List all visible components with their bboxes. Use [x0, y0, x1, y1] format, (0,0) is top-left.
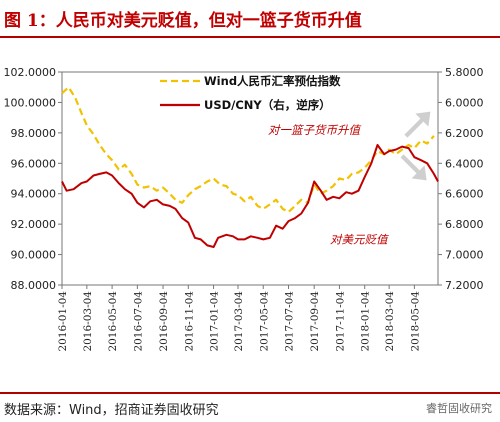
left-axis-tick-label: 98.0000 [11, 127, 57, 140]
x-axis-tick-label: 2018-01-04 [360, 291, 372, 352]
right-axis-tick-label: 6.0000 [445, 96, 484, 109]
x-axis-tick-label: 2016-01-04 [57, 291, 69, 352]
x-axis-tick-label: 2017-03-04 [233, 291, 245, 352]
series-line-usdcny [61, 144, 439, 248]
x-axis-tick-label: 2017-11-04 [334, 291, 346, 352]
left-axis-tick-label: 88.0000 [11, 279, 57, 292]
x-axis-tick-label: 2016-03-04 [82, 291, 94, 352]
figure-title-bar: 图 1：人民币对美元贬值，但对一篮子货币升值 [0, 0, 500, 38]
series-line-wind-index [61, 86, 435, 214]
source-bar: 数据来源：Wind，招商证券固收研究 睿哲固收研究 [0, 392, 500, 422]
right-axis-tick-label: 5.8000 [445, 66, 484, 79]
down-arrow-icon [400, 154, 427, 181]
right-axis-tick-label: 7.0000 [445, 249, 484, 262]
legend-label: Wind人民币汇率预估指数 [204, 74, 341, 88]
right-axis-tick-label: 7.2000 [445, 279, 484, 292]
x-axis-tick-label: 2017-07-04 [284, 291, 296, 352]
figure-title: 图 1：人民币对美元贬值，但对一篮子货币升值 [4, 10, 362, 31]
source-text: 数据来源：Wind，招商证券固收研究 [4, 402, 219, 418]
line-chart: 88.0000 90.0000 92.0000 94.0000 96.0000 98.00… [4, 66, 484, 352]
right-axis-tick-label: 6.8000 [445, 218, 484, 231]
left-axis-tick-label: 94.0000 [11, 188, 57, 201]
x-axis-tick-label: 2016-11-04 [183, 291, 195, 352]
up-arrow-icon [404, 111, 431, 138]
x-axis-tick-label: 2018-05-04 [409, 291, 421, 352]
x-axis-tick-label: 2016-09-04 [158, 291, 170, 352]
legend: Wind人民币汇率预估指数 USD/CNY（右，逆序） [160, 74, 341, 112]
x-axis-tick-label: 2017-01-04 [209, 291, 221, 352]
annotation-usd-depreciation: 对美元贬值 [330, 232, 389, 246]
x-axis-tick-label: 2016-05-04 [107, 291, 119, 352]
plot-frame [61, 71, 439, 286]
axes-layer: 88.0000 90.0000 92.0000 94.0000 96.0000 98.00… [4, 66, 484, 352]
right-axis-tick-label: 6.4000 [445, 157, 484, 170]
left-axis-tick-label: 102.0000 [4, 66, 57, 79]
left-axis-tick-label: 96.0000 [11, 157, 57, 170]
annotation-basket-appreciation: 对一篮子货币升值 [268, 123, 361, 137]
watermark-text: 睿哲固收研究 [426, 402, 492, 415]
right-axis-tick-label: 6.2000 [445, 127, 484, 140]
legend-label: USD/CNY（右，逆序） [204, 98, 331, 112]
left-axis-tick-label: 92.0000 [11, 218, 57, 231]
left-axis-tick-label: 100.0000 [4, 96, 57, 109]
series-layer [61, 86, 439, 248]
x-axis-tick-label: 2017-09-04 [309, 291, 321, 352]
left-axis-tick-label: 90.0000 [11, 249, 57, 262]
right-axis-tick-label: 6.6000 [445, 188, 484, 201]
x-axis-tick-label: 2016-07-04 [132, 291, 144, 352]
x-axis-tick-label: 2018-03-04 [384, 291, 396, 352]
x-axis-tick-label: 2017-05-04 [258, 291, 270, 352]
